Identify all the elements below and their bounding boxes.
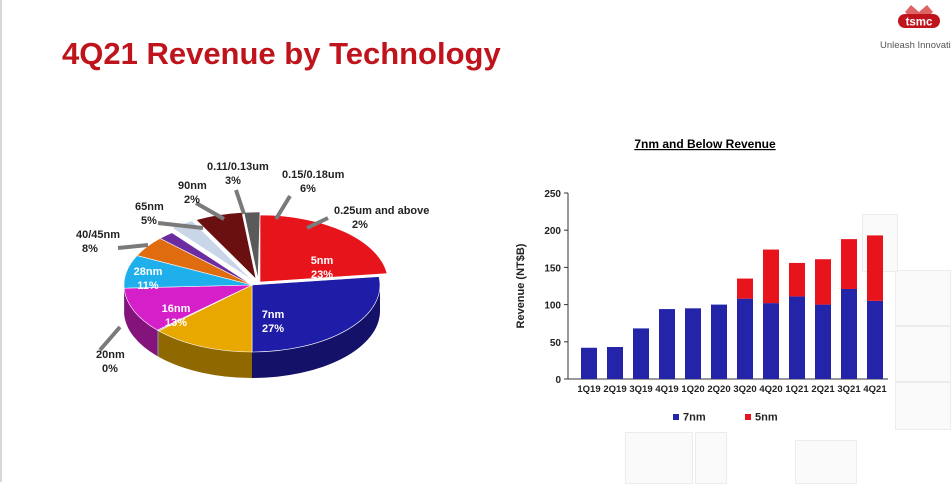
bar-5nm-1Q21 — [789, 263, 805, 296]
x-tick-label: 4Q21 — [863, 384, 887, 395]
bar-5nm-2Q21 — [815, 259, 831, 304]
x-tick-label: 1Q20 — [681, 384, 704, 395]
bar-7nm-1Q20 — [685, 308, 701, 379]
x-tick-label: 2Q20 — [707, 384, 730, 395]
bar-5nm-4Q20 — [763, 250, 779, 304]
legend-label-7nm: 7nm — [683, 412, 706, 424]
bar-7nm-2Q20 — [711, 305, 727, 379]
y-axis-label: Revenue (NT$B) — [515, 243, 527, 328]
bar-chart-title: 7nm and Below Revenue — [634, 137, 776, 151]
x-tick-label: 3Q19 — [629, 384, 652, 395]
y-tick-label: 200 — [544, 226, 561, 237]
x-tick-label: 2Q21 — [811, 384, 835, 395]
bar-7nm-3Q19 — [633, 328, 649, 379]
x-tick-label: 2Q19 — [603, 384, 626, 395]
x-tick-label: 1Q19 — [577, 384, 600, 395]
bar-7nm-4Q21 — [867, 301, 883, 379]
x-tick-label: 4Q19 — [655, 384, 678, 395]
bar-5nm-4Q21 — [867, 235, 883, 300]
x-tick-label: 3Q21 — [837, 384, 861, 395]
bar-7nm-1Q19 — [581, 348, 597, 379]
x-tick-label: 1Q21 — [785, 384, 809, 395]
y-tick-label: 50 — [550, 338, 562, 349]
bar-7nm-2Q21 — [815, 305, 831, 379]
bar-7nm-4Q19 — [659, 309, 675, 379]
y-tick-label: 150 — [544, 263, 561, 274]
legend-label-5nm: 5nm — [755, 412, 778, 424]
bar-7nm-4Q20 — [763, 303, 779, 379]
bar-7nm-3Q20 — [737, 299, 753, 379]
y-tick-label: 100 — [544, 301, 561, 312]
bar-7nm-3Q21 — [841, 289, 857, 379]
x-tick-label: 3Q20 — [733, 384, 756, 395]
bar-5nm-3Q20 — [737, 279, 753, 299]
y-tick-label: 250 — [544, 189, 561, 200]
x-tick-label: 4Q20 — [759, 384, 782, 395]
y-tick-label: 0 — [555, 375, 561, 386]
bar-7nm-2Q19 — [607, 347, 623, 379]
bar-5nm-3Q21 — [841, 239, 857, 289]
bar-7nm-1Q21 — [789, 296, 805, 379]
legend-swatch-7nm — [673, 414, 679, 420]
legend-swatch-5nm — [745, 414, 751, 420]
